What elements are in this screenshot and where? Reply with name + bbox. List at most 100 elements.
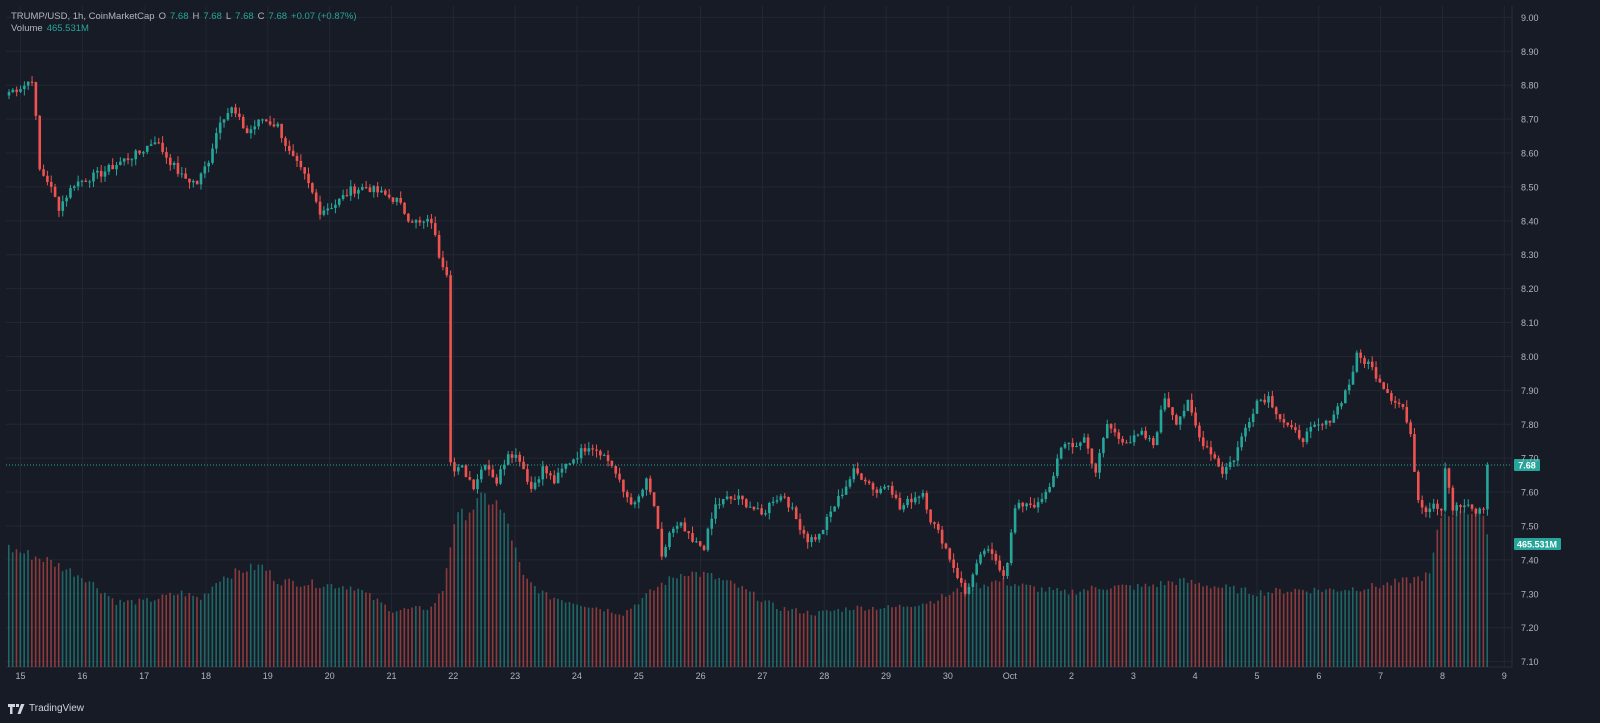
volume-bar: [1179, 578, 1181, 667]
candle-body: [1102, 438, 1105, 454]
candle-body: [702, 545, 706, 550]
volume-bar: [1163, 585, 1166, 667]
time-axis[interactable]: 15 16 17 18 19 20 21 22 23 24 25 26 27 28 29 30 Oct 2 3 4 5 6…: [16, 671, 1507, 681]
volume-bar: [42, 561, 45, 667]
volume-bar: [380, 602, 383, 667]
volume-bar: [718, 577, 720, 667]
candle-body: [967, 587, 971, 594]
candle-body: [34, 81, 38, 116]
candle-body: [695, 541, 698, 543]
volume-bar: [196, 596, 198, 667]
candle-body: [606, 455, 610, 461]
volume-bar: [1463, 510, 1465, 667]
volume-bar: [833, 610, 836, 667]
volume-bar: [1486, 534, 1488, 667]
volume-bar: [1390, 585, 1392, 667]
volume-bar: [537, 593, 540, 667]
candle-body: [218, 122, 222, 134]
y-tick-label: 7.20: [1521, 623, 1539, 633]
candle-body: [1305, 431, 1309, 443]
y-tick-label: 8.10: [1521, 318, 1539, 328]
candle-body: [572, 459, 575, 464]
candle-body: [791, 507, 794, 509]
candle-body: [698, 541, 702, 546]
volume-bar: [265, 570, 267, 667]
candle-body: [122, 158, 126, 162]
candle-body: [326, 208, 330, 211]
tradingview-brand[interactable]: TradingView: [8, 703, 84, 714]
volume-bar: [1090, 585, 1093, 667]
volume-bar: [507, 523, 509, 667]
candle-body: [1432, 503, 1435, 509]
candle-body: [407, 213, 410, 222]
x-tick-label: 22: [448, 671, 458, 681]
volume-bar: [1117, 585, 1120, 667]
volume-bar: [633, 604, 636, 667]
volume-bar: [261, 564, 264, 667]
candle-body: [437, 234, 441, 258]
candle-body: [199, 173, 203, 185]
candle-body: [1025, 503, 1028, 507]
candle-body: [410, 221, 414, 223]
candle-body: [1144, 430, 1147, 439]
candle-body: [744, 499, 748, 508]
volume-bar: [100, 593, 102, 667]
candle-body: [1416, 471, 1420, 501]
x-tick-label: 4: [1193, 671, 1198, 681]
candle-body: [1455, 505, 1458, 511]
volume-bar: [779, 610, 782, 667]
volume-bar: [1213, 586, 1216, 667]
volume-bar: [449, 547, 452, 667]
candle-body: [844, 486, 848, 495]
price-axis[interactable]: 9.00 8.90 8.80 8.70 8.60 8.50 8.40 8.30 8.20 8.10…: [1521, 13, 1539, 667]
volume-bar: [257, 564, 260, 667]
volume-bar: [1298, 589, 1300, 667]
candle-body: [149, 144, 153, 146]
candle-body: [771, 501, 775, 504]
candle-body: [11, 89, 15, 93]
volume-bar: [372, 600, 375, 667]
candle-body: [522, 461, 525, 470]
candle-body: [1386, 389, 1389, 393]
candle-body: [1113, 428, 1117, 433]
volume-bar: [852, 609, 855, 667]
volume-bar: [238, 570, 240, 667]
candle-body: [441, 257, 445, 268]
volume-bar: [1209, 588, 1212, 667]
candle-body: [311, 183, 314, 193]
candle-body: [637, 496, 641, 503]
volume-bar: [1244, 587, 1247, 667]
volume-bar: [941, 594, 943, 667]
volume-bar: [825, 610, 828, 667]
candle-body: [111, 164, 114, 170]
volume-bar: [1144, 583, 1147, 667]
legend-close: 7.68: [268, 11, 288, 22]
volume-bar: [457, 512, 459, 667]
volume-bar: [153, 600, 156, 667]
candle-body: [1251, 413, 1255, 423]
volume-bar: [88, 581, 91, 667]
candle-body: [307, 173, 310, 184]
candle-body: [1175, 415, 1178, 425]
volume-bar: [560, 600, 563, 667]
candle-body: [960, 577, 963, 583]
candle-body: [1098, 453, 1101, 473]
volume-bar: [1355, 590, 1358, 667]
volume-bar: [1236, 593, 1239, 667]
volume-bar: [618, 614, 621, 667]
volume-bar: [918, 605, 920, 667]
candle-body: [576, 458, 579, 460]
volume-bar: [910, 607, 912, 667]
candle-body: [1474, 508, 1478, 514]
candle-body: [1294, 427, 1297, 431]
candle-body: [913, 497, 917, 503]
candle-body: [249, 129, 253, 134]
candle-body: [1271, 396, 1274, 408]
volume-bar: [234, 568, 237, 667]
candle-body: [261, 119, 264, 121]
volume-bar: [522, 574, 525, 667]
candle-body: [691, 533, 694, 542]
candle-body: [61, 201, 65, 211]
candle-body: [714, 504, 717, 519]
